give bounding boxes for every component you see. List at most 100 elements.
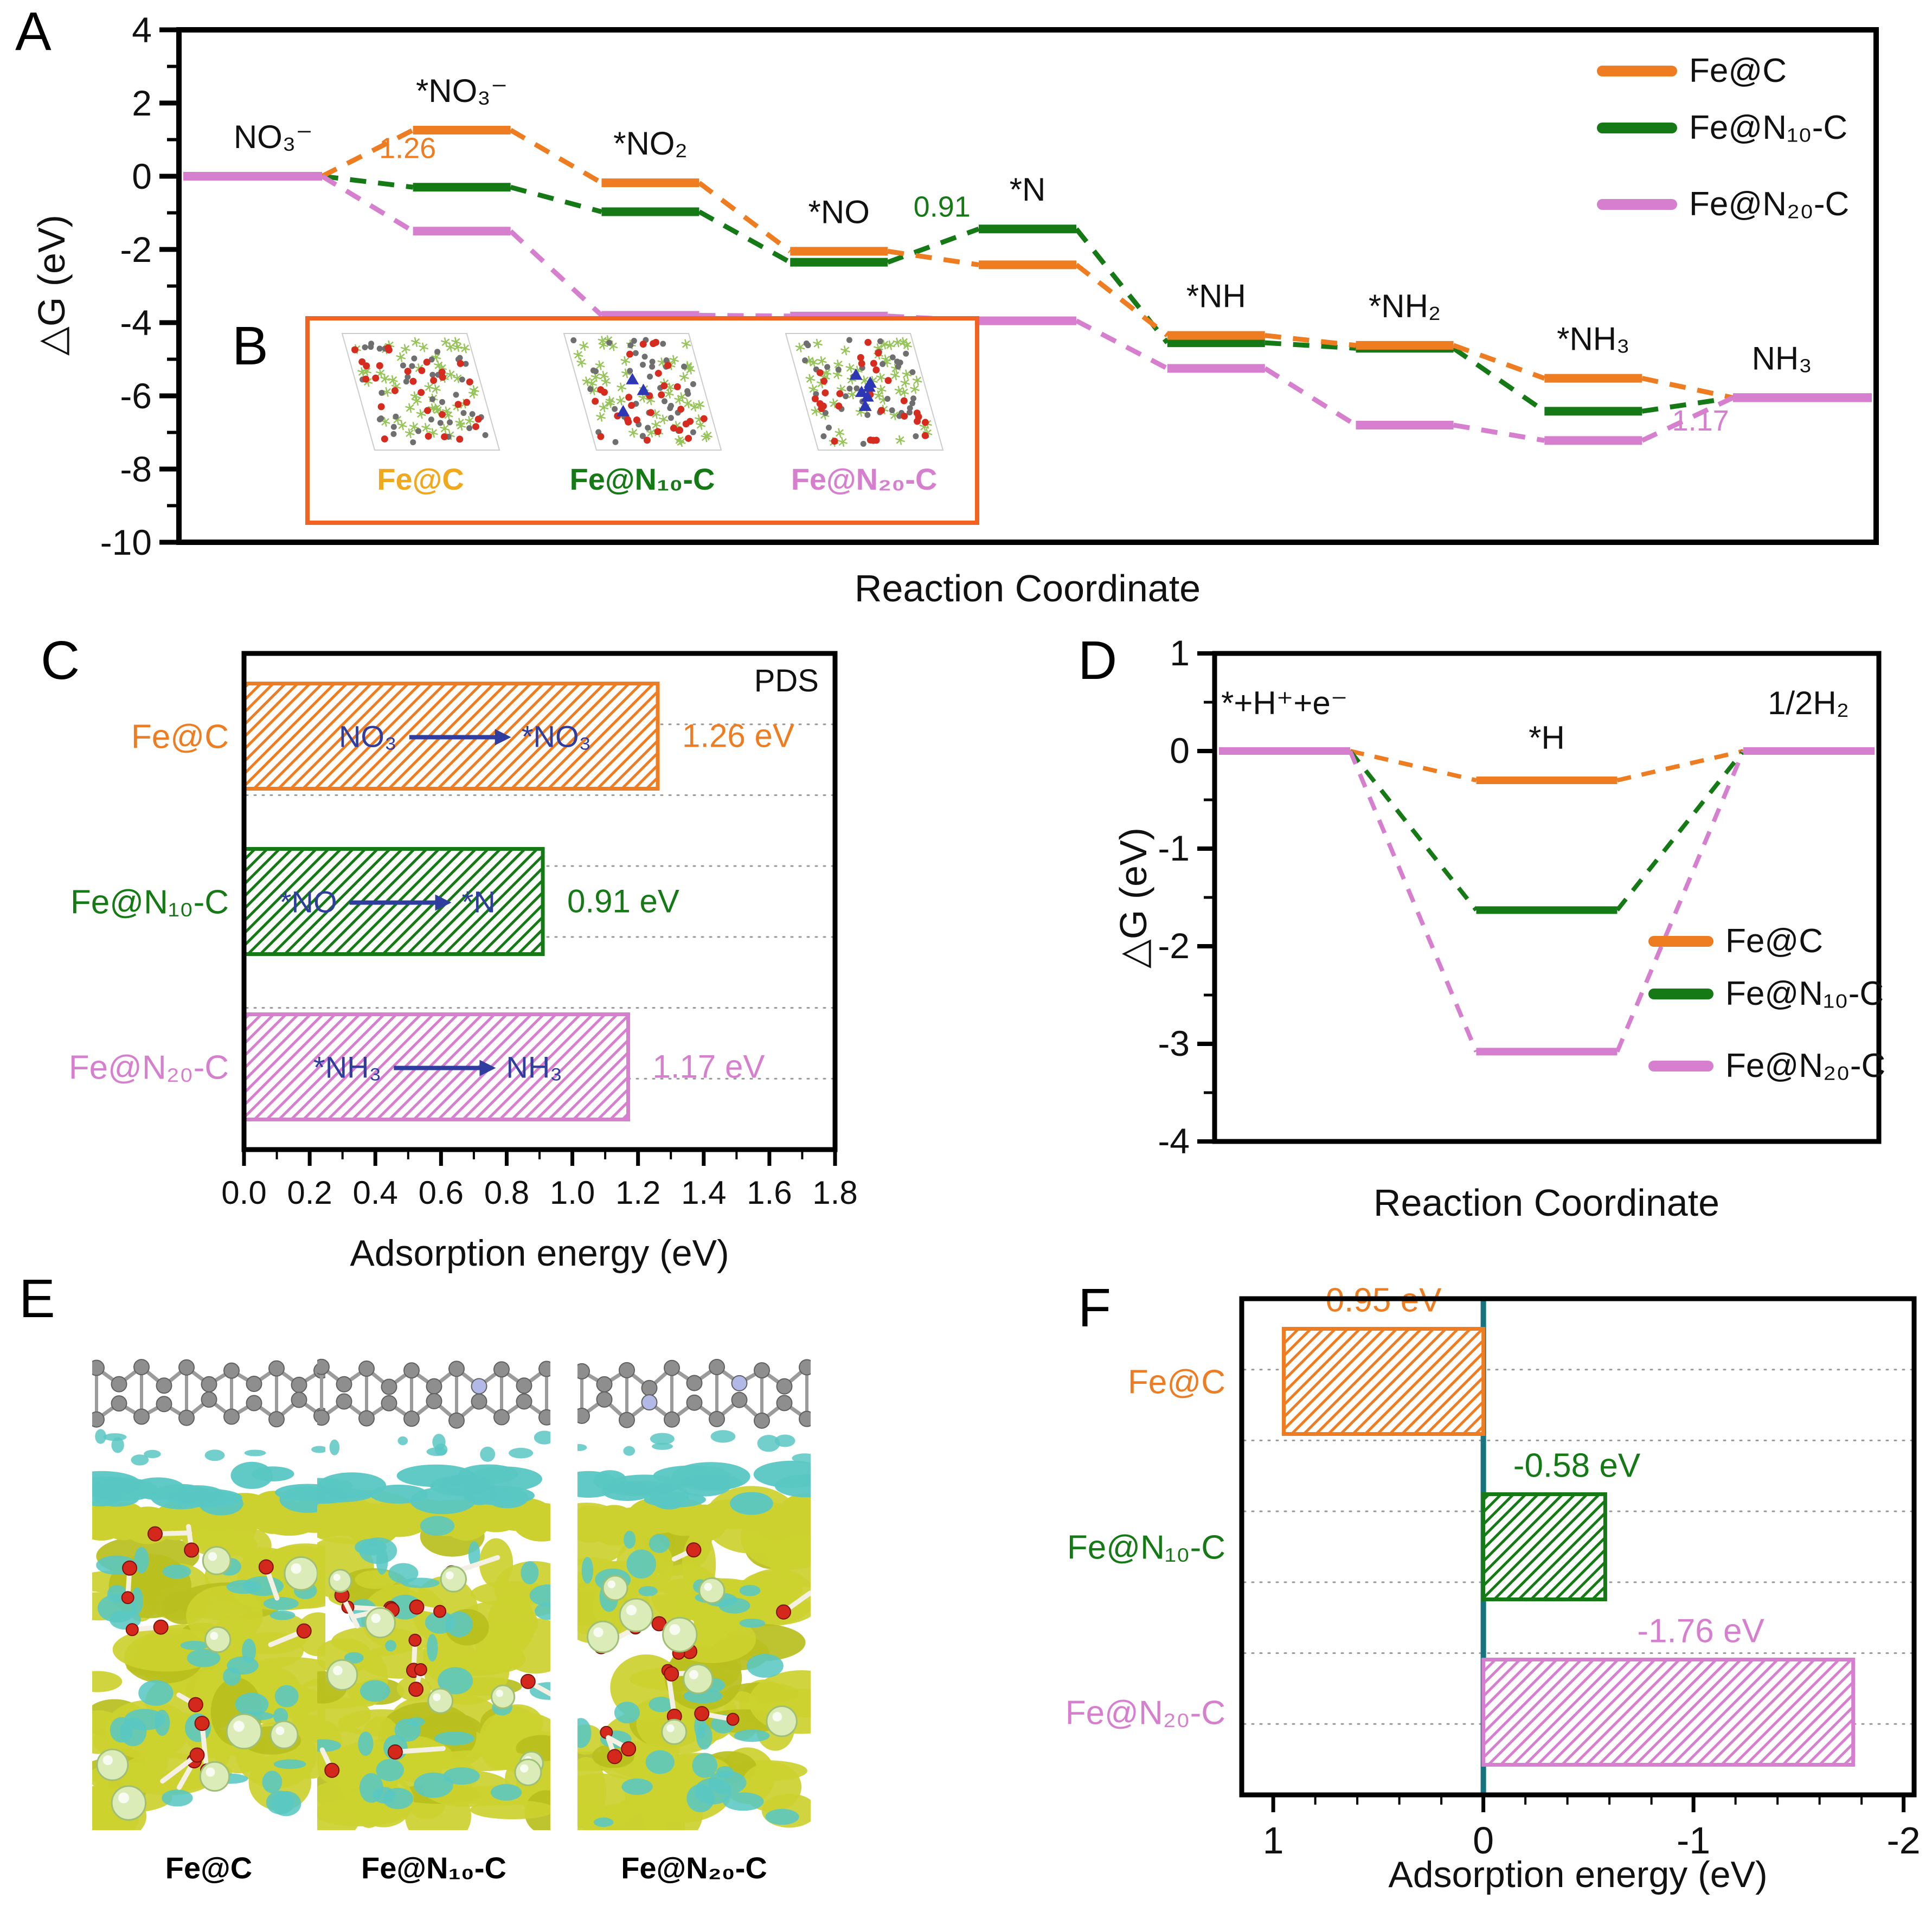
- red-atom: [639, 341, 647, 348]
- connector: [887, 226, 980, 265]
- panel-c-label: C: [41, 630, 80, 691]
- cyan-band: [396, 1464, 475, 1487]
- energy-annotation: 0.91: [914, 190, 971, 223]
- nitrogen-dopant: [616, 405, 630, 416]
- gray-atom: [644, 425, 651, 431]
- y-tick-label: -3: [1158, 1023, 1190, 1063]
- gray-atom: [684, 390, 691, 397]
- carbon-atom: [471, 1393, 487, 1410]
- red-atom: [660, 382, 667, 390]
- lattice-bond: [416, 410, 425, 418]
- structure-fe-c: Fe@C: [320, 328, 521, 497]
- value-label: 1.17 eV: [653, 1049, 765, 1085]
- oxygen-atom: [621, 1741, 637, 1757]
- gray-atom: [606, 339, 612, 346]
- red-atom: [874, 349, 882, 357]
- red-atom: [438, 368, 446, 376]
- lattice-bond: [580, 342, 588, 350]
- red-atom: [643, 437, 651, 444]
- state-label: *NO₃⁻: [416, 73, 508, 109]
- lattice-bond: [410, 392, 419, 400]
- oxygen-atom: [520, 1673, 536, 1689]
- legend-label: Fe@C: [1725, 922, 1824, 960]
- panel-a-legend: Fe@C Fe@N₁₀-C Fe@N₂₀-C: [1597, 52, 1849, 223]
- lattice-bond: [411, 338, 420, 346]
- nitrogen-dopant: [849, 368, 862, 380]
- x-tick-label: 1.2: [615, 1175, 660, 1211]
- metal-atom: [587, 1620, 620, 1653]
- value-label: -0.58 eV: [1513, 1447, 1641, 1485]
- lattice-bond: [591, 373, 600, 381]
- lattice-bond: [696, 421, 705, 429]
- highlight: [520, 1764, 529, 1773]
- connector: [1453, 422, 1545, 443]
- bar-annotation-to: *NO₃: [522, 720, 592, 754]
- lattice-bond: [397, 421, 406, 429]
- lattice-bond: [834, 360, 843, 369]
- red-atom: [835, 402, 842, 410]
- gray-atom: [659, 341, 666, 347]
- highlight: [433, 1693, 441, 1702]
- red-atom: [816, 369, 824, 376]
- cyan-band: [131, 1477, 185, 1500]
- cyan-band: [279, 1486, 325, 1513]
- carbon-atom: [111, 1395, 127, 1412]
- bar-Fe@C: [1282, 1327, 1486, 1436]
- carbon-atom: [754, 1412, 770, 1429]
- cyan-isosurface: [376, 1547, 388, 1575]
- oxygen-atom: [433, 1605, 447, 1618]
- cyan-isosurface: [490, 1783, 522, 1801]
- oxygen-atom: [125, 1623, 139, 1637]
- charge-density-image-fe-n10c: [317, 1358, 550, 1830]
- cyan-isosurface: [376, 1759, 405, 1781]
- cyan-isosurface: [162, 1564, 191, 1579]
- oxygen-atom: [694, 1706, 710, 1722]
- carbon-atom: [246, 1395, 262, 1411]
- state-label: *NO: [808, 194, 870, 230]
- carbon-atom: [686, 1375, 703, 1391]
- connector: [322, 174, 414, 190]
- highlight: [772, 1712, 782, 1722]
- yellow-isosurface: [317, 1799, 407, 1827]
- gray-atom: [570, 337, 576, 344]
- cyan-isosurface: [434, 1731, 474, 1746]
- y-tick-label: -8: [120, 449, 152, 489]
- red-atom: [423, 407, 431, 414]
- cyan-blob: [144, 1449, 161, 1459]
- lattice-bond: [589, 387, 598, 395]
- gray-atom: [909, 369, 915, 375]
- red-atom: [877, 407, 885, 414]
- gray-atom: [611, 406, 618, 412]
- carbon-atom: [92, 1359, 105, 1376]
- lattice-image-fe-n20c: [785, 333, 943, 451]
- cyan-isosurface: [638, 1586, 658, 1596]
- gray-atom: [409, 439, 416, 446]
- legend-label: Fe@N₂₀-C: [1725, 1047, 1886, 1085]
- y-tick-label: -10: [100, 522, 152, 562]
- lattice-bond: [677, 393, 686, 401]
- red-atom: [376, 362, 383, 369]
- fe-n10c-swatch: [1597, 122, 1677, 133]
- nitrogen-dopant: [625, 373, 639, 384]
- red-atom: [654, 428, 662, 435]
- red-atom: [858, 360, 865, 367]
- lattice-bond: [838, 438, 847, 446]
- lattice-bond: [405, 429, 414, 437]
- cyan-isosurface: [716, 1766, 734, 1779]
- highlight: [669, 1624, 681, 1635]
- lattice-bond: [358, 368, 367, 376]
- gray-atom: [631, 338, 637, 344]
- series-Fe@N₂₀-C: [1219, 747, 1875, 1056]
- cyan-band: [92, 1476, 140, 1495]
- yellow-isosurface: [360, 1645, 439, 1679]
- red-atom: [625, 394, 632, 401]
- lattice-bond: [452, 338, 460, 346]
- gray-atom: [906, 409, 913, 416]
- carbon-atom: [493, 1361, 510, 1378]
- lattice-bond: [830, 399, 838, 407]
- carbon-atom: [596, 1376, 613, 1393]
- highlight: [445, 1571, 454, 1580]
- fe-n10c-swatch: [1648, 988, 1713, 999]
- lattice-bond: [676, 438, 685, 446]
- cyan-blob: [710, 1430, 736, 1443]
